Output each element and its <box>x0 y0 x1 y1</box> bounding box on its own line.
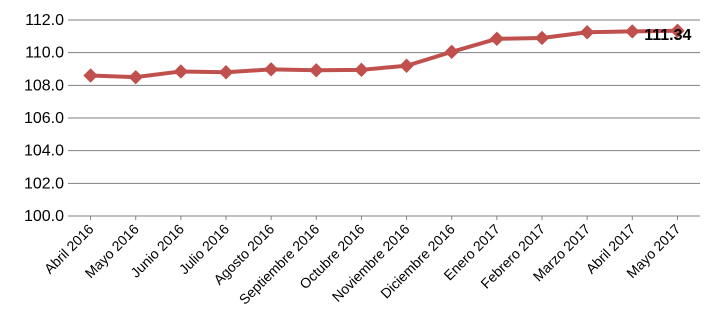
y-tick-labels: 100.0 102.0 104.0 106.0 108.0 110.0 112.0 <box>24 12 64 225</box>
y-tick-label: 100.0 <box>24 208 64 225</box>
series-line <box>90 28 678 80</box>
data-point <box>399 58 414 73</box>
x-tick-label: Septiembre 2016 <box>236 221 323 308</box>
y-tick-label: 112.0 <box>25 12 64 29</box>
y-tick-label: 106.0 <box>24 110 64 127</box>
data-point <box>670 23 685 38</box>
data-point <box>444 44 459 60</box>
y-tick-label: 108.0 <box>24 77 64 94</box>
data-point <box>489 31 505 46</box>
data-point <box>83 68 98 83</box>
y-tick-label: 110.0 <box>25 45 64 62</box>
data-labels: 111.34 <box>644 27 691 44</box>
data-point <box>354 62 369 78</box>
data-label: 111.34 <box>644 27 691 44</box>
y-tick-label: 102.0 <box>24 175 64 192</box>
data-point <box>173 64 189 79</box>
data-point <box>579 25 595 40</box>
data-point <box>218 65 234 80</box>
y-tick-label: 104.0 <box>24 143 64 160</box>
series-layer <box>83 23 685 85</box>
data-point <box>128 69 143 85</box>
data-point <box>309 63 324 78</box>
data-point <box>263 62 279 77</box>
gridlines <box>68 19 700 220</box>
data-point <box>534 30 550 46</box>
x-tick-label: Noviembre 2016 <box>329 221 413 305</box>
data-point <box>625 24 640 39</box>
